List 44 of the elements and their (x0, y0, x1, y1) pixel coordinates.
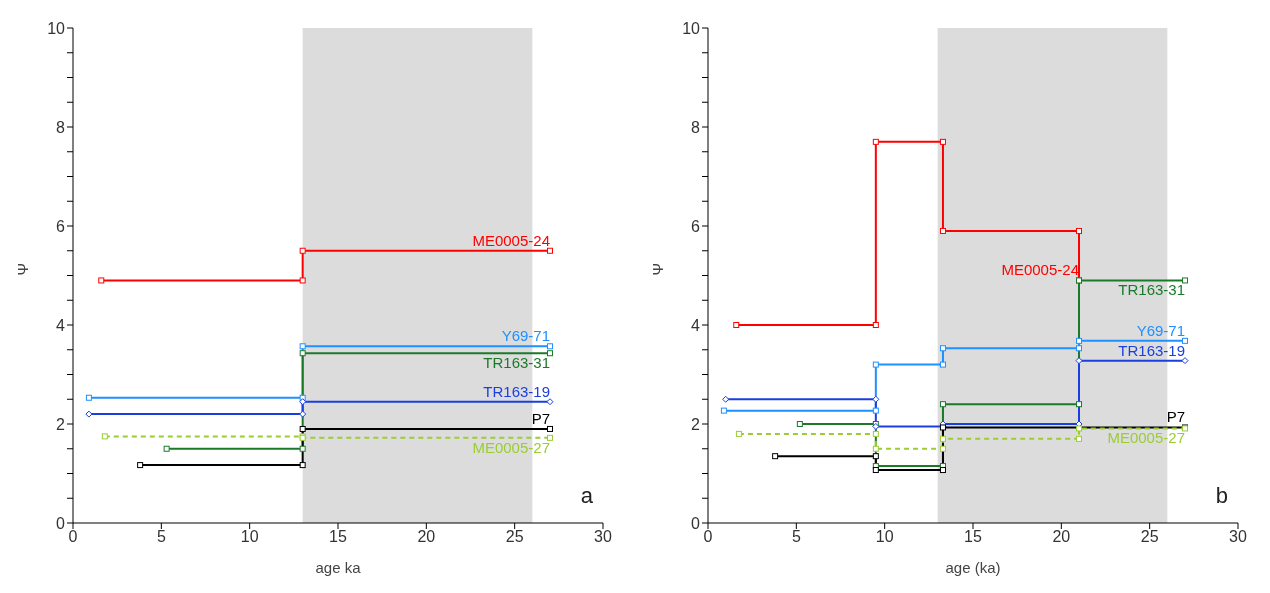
x-axis-title: age (ka) (945, 559, 1001, 576)
y-tick-label: 2 (691, 415, 701, 433)
y-tick-label: 0 (56, 514, 66, 532)
series-label: Y69-71 (501, 327, 550, 345)
series-label: P7 (531, 409, 550, 427)
y-tick-label: 6 (691, 217, 701, 235)
series-label: ME0005-27 (472, 438, 550, 456)
series-label: TR163-19 (1118, 341, 1185, 359)
series-label: ME0005-24 (472, 231, 550, 249)
y-axis-title: Ψ (14, 262, 32, 276)
series-label: ME0005-27 (1107, 429, 1185, 447)
y-tick-label: 0 (691, 514, 701, 532)
x-tick-label: 15 (329, 528, 347, 546)
series-label: Y69-71 (1136, 321, 1185, 339)
x-tick-label: 0 (68, 528, 78, 546)
y-tick-label: 4 (56, 316, 66, 334)
x-tick-label: 10 (240, 528, 259, 546)
y-tick-label: 8 (56, 118, 66, 136)
y-tick-label: 4 (691, 316, 701, 334)
x-tick-label: 20 (417, 528, 436, 546)
x-tick-label: 25 (505, 528, 524, 546)
x-tick-label: 5 (791, 528, 801, 546)
x-axis-title: age ka (315, 559, 362, 576)
y-tick-label: 2 (56, 415, 66, 433)
y-tick-label: 10 (682, 19, 701, 37)
y-axis-title: Ψ (649, 262, 667, 276)
x-tick-label: 0 (703, 528, 713, 546)
x-tick-label: 15 (964, 528, 982, 546)
annotation: a (580, 483, 593, 509)
series-label: TR163-31 (1118, 281, 1185, 299)
y-tick-label: 8 (691, 118, 701, 136)
x-tick-label: 20 (1052, 528, 1071, 546)
x-tick-label: 30 (594, 528, 612, 546)
x-tick-label: 30 (1229, 528, 1247, 546)
series-label: P7 (1166, 408, 1185, 426)
x-tick-label: 5 (156, 528, 166, 546)
annotation: b (1215, 483, 1228, 509)
y-tick-label: 10 (47, 19, 66, 37)
series-label: TR163-31 (483, 354, 550, 372)
x-tick-label: 10 (875, 528, 894, 546)
series-label: TR163-19 (483, 382, 550, 400)
series-label: ME0005-24 (1001, 261, 1079, 279)
x-tick-label: 25 (1140, 528, 1159, 546)
y-tick-label: 6 (56, 217, 66, 235)
